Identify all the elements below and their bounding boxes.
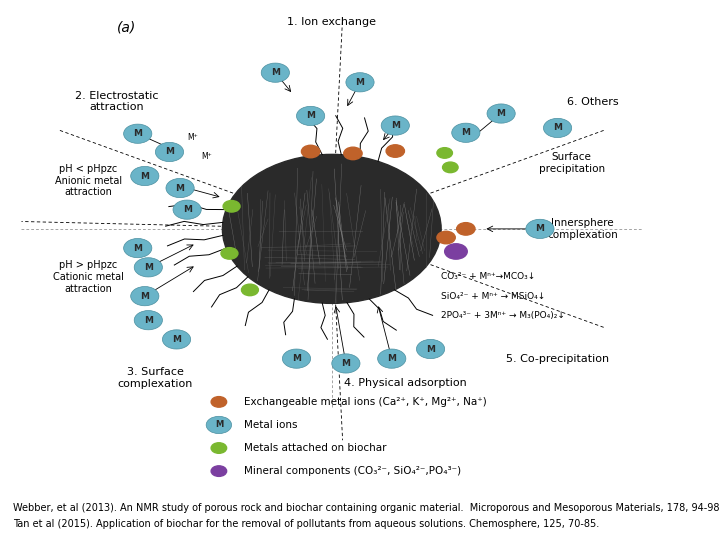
Text: CO₃²⁻ + Mⁿ⁺→MCO₃↓: CO₃²⁻ + Mⁿ⁺→MCO₃↓ [441, 273, 536, 281]
Circle shape [302, 145, 320, 158]
Circle shape [487, 104, 516, 123]
Text: Metal ions: Metal ions [243, 420, 297, 430]
Text: M⁺: M⁺ [187, 133, 198, 141]
Text: M: M [462, 129, 470, 137]
Text: 2. Electrostatic
attraction: 2. Electrostatic attraction [75, 91, 158, 112]
Circle shape [211, 443, 227, 453]
Text: (a): (a) [117, 20, 136, 34]
Circle shape [332, 354, 360, 373]
Text: M: M [172, 335, 181, 344]
Circle shape [544, 118, 572, 138]
Text: M: M [176, 184, 184, 193]
Circle shape [443, 162, 458, 173]
Circle shape [163, 330, 191, 349]
Text: M: M [215, 421, 223, 429]
Text: M: M [144, 316, 153, 325]
Circle shape [206, 416, 232, 434]
Circle shape [130, 166, 159, 186]
Circle shape [437, 147, 452, 158]
Text: 3. Surface
complexation: 3. Surface complexation [117, 367, 193, 389]
Text: M: M [553, 124, 562, 132]
Circle shape [456, 222, 475, 235]
Circle shape [526, 219, 554, 239]
Text: Innersphere
complexation: Innersphere complexation [547, 218, 618, 240]
Text: M: M [426, 345, 435, 354]
Text: M: M [183, 205, 192, 214]
Circle shape [445, 244, 467, 259]
Text: M: M [497, 109, 505, 118]
Text: M: M [133, 129, 143, 138]
Text: M: M [144, 263, 153, 272]
Circle shape [223, 200, 240, 212]
Text: Metals attached on biochar: Metals attached on biochar [243, 443, 386, 453]
Text: Exchangeable metal ions (Ca²⁺, K⁺, Mg²⁺, Na⁺): Exchangeable metal ions (Ca²⁺, K⁺, Mg²⁺,… [243, 397, 486, 407]
Circle shape [211, 396, 227, 407]
Circle shape [124, 124, 152, 143]
Text: M: M [306, 111, 315, 120]
Text: 5. Co-precipitation: 5. Co-precipitation [506, 354, 609, 363]
Text: M: M [341, 359, 351, 368]
Text: 2PO₄³⁻ + 3Mⁿ⁺ → M₃(PO₄)₂↓: 2PO₄³⁻ + 3Mⁿ⁺ → M₃(PO₄)₂↓ [441, 311, 565, 320]
Text: SiO₄²⁻ + Mⁿ⁺ → MSiO₄↓: SiO₄²⁻ + Mⁿ⁺ → MSiO₄↓ [441, 292, 545, 301]
Circle shape [130, 287, 159, 306]
Circle shape [211, 466, 227, 476]
Text: 4. Physical adsorption: 4. Physical adsorption [344, 377, 467, 388]
Circle shape [343, 147, 362, 160]
Text: M: M [165, 147, 174, 157]
Text: M: M [140, 172, 149, 180]
Circle shape [241, 284, 258, 296]
Circle shape [297, 106, 325, 126]
Text: 1. Ion exchange: 1. Ion exchange [287, 17, 377, 27]
Text: 6. Others: 6. Others [567, 97, 618, 106]
Text: Tan et al (2015). Application of biochar for the removal of pollutants from aque: Tan et al (2015). Application of biochar… [13, 519, 599, 529]
Text: M: M [133, 244, 143, 253]
Circle shape [173, 200, 201, 219]
Circle shape [124, 239, 152, 258]
Circle shape [134, 258, 163, 277]
Circle shape [381, 116, 410, 135]
Text: Webber, et al (2013). An NMR study of porous rock and biochar containing organic: Webber, et al (2013). An NMR study of po… [13, 503, 720, 512]
Circle shape [134, 310, 163, 330]
Circle shape [377, 349, 406, 368]
Circle shape [451, 123, 480, 143]
Circle shape [437, 231, 455, 244]
Text: Surface
precipitation: Surface precipitation [539, 152, 605, 174]
Text: pH > pHpzc
Cationic metal
attraction: pH > pHpzc Cationic metal attraction [53, 260, 124, 294]
Text: Mineral components (CO₃²⁻, SiO₄²⁻,PO₄³⁻): Mineral components (CO₃²⁻, SiO₄²⁻,PO₄³⁻) [243, 466, 461, 476]
Circle shape [416, 340, 445, 359]
Text: M: M [140, 292, 149, 301]
Text: M: M [391, 121, 400, 130]
Text: M: M [387, 354, 396, 363]
Circle shape [221, 248, 238, 259]
Text: M⁺: M⁺ [201, 152, 212, 161]
Text: M: M [292, 354, 301, 363]
Circle shape [386, 145, 405, 157]
Circle shape [166, 178, 194, 198]
Circle shape [222, 154, 441, 303]
Text: M: M [536, 225, 544, 233]
Circle shape [346, 73, 374, 92]
Text: M: M [271, 68, 280, 77]
Circle shape [156, 143, 184, 161]
Circle shape [261, 63, 289, 82]
Text: M: M [356, 78, 364, 87]
Text: pH < pHpzc
Anionic metal
attraction: pH < pHpzc Anionic metal attraction [55, 164, 122, 198]
Circle shape [282, 349, 310, 368]
